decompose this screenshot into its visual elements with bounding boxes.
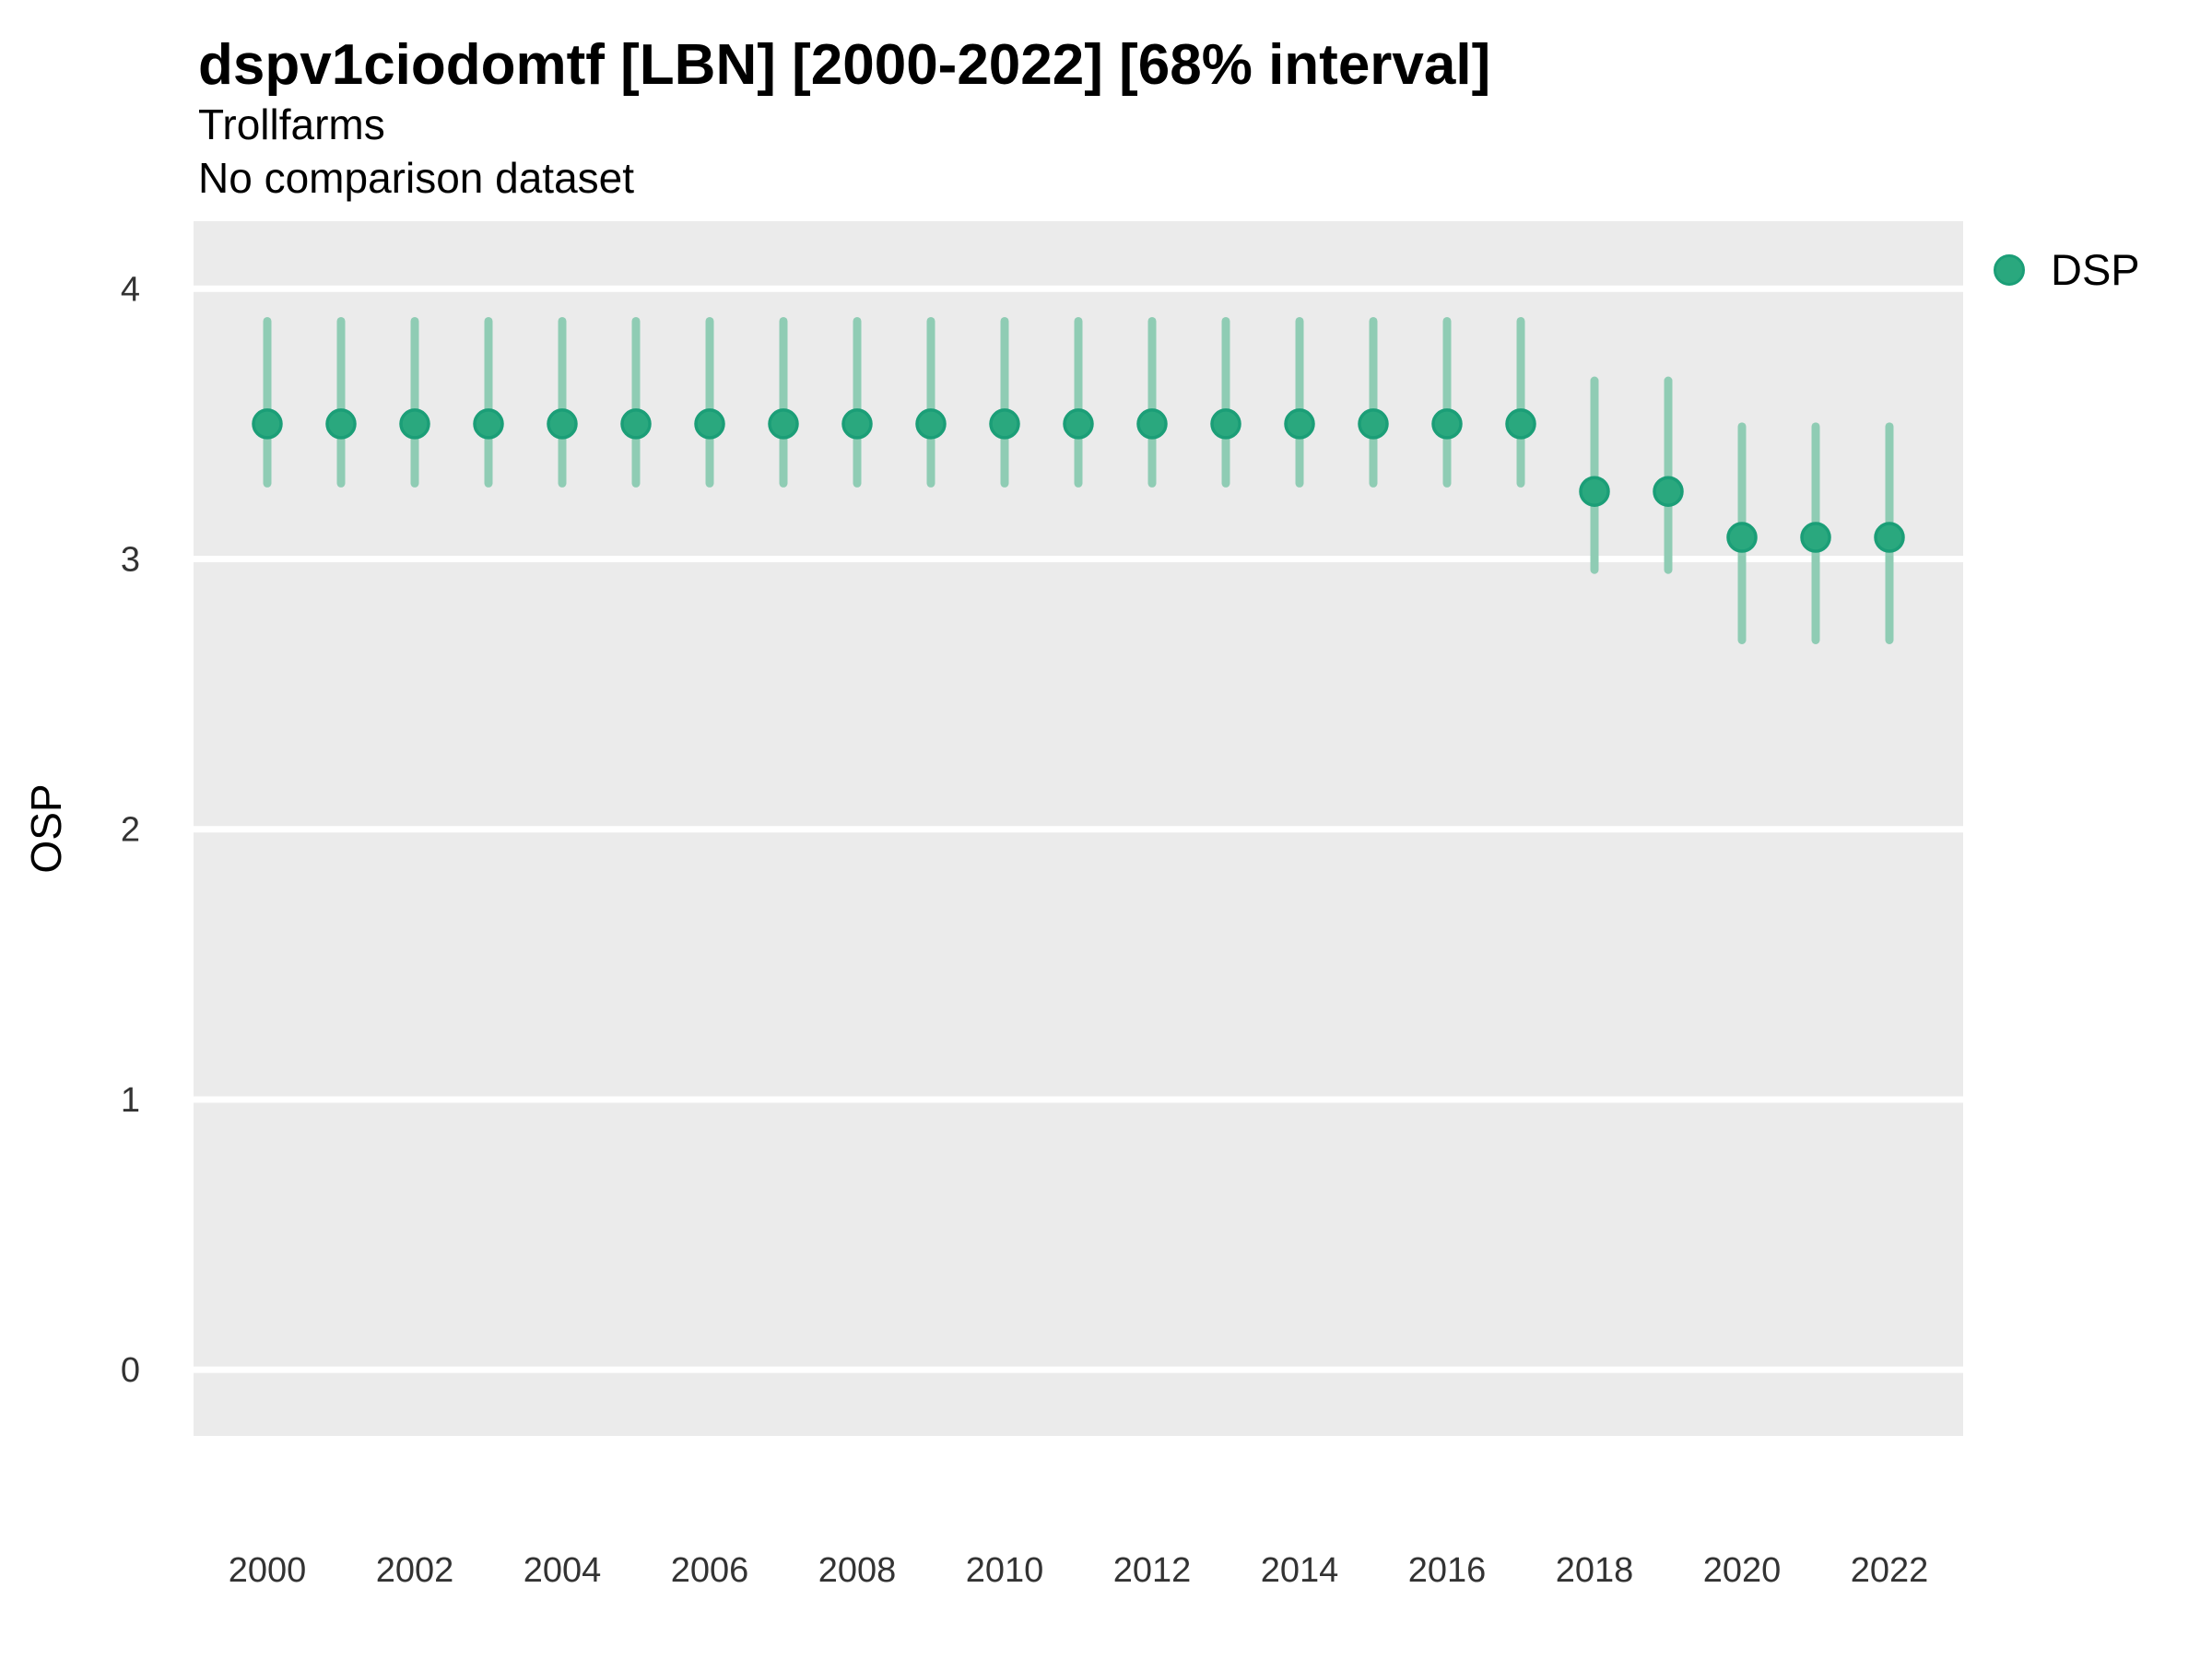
y-tick-label-3: 3 [121, 541, 140, 580]
point-dot-2015 [1358, 408, 1389, 440]
x-tick-label-2002: 2002 [376, 1551, 454, 1590]
pointrange-2019 [1653, 376, 1684, 574]
point-dot-2004 [547, 408, 578, 440]
pointrange-2021 [1800, 422, 1831, 644]
y-tick-label-2: 2 [121, 811, 140, 850]
pointrange-2012 [1136, 316, 1168, 488]
pointrange-2008 [841, 316, 873, 488]
chart-subtitle: Trollfarms [198, 100, 385, 148]
x-tick-label-2012: 2012 [1113, 1551, 1192, 1590]
point-dot-2017 [1505, 408, 1536, 440]
pointrange-2020 [1726, 422, 1758, 644]
pointrange-2007 [768, 316, 799, 488]
legend: DSP [1994, 245, 2140, 294]
pointrange-2002 [399, 316, 430, 488]
x-tick-label-2000: 2000 [229, 1551, 307, 1590]
pointrange-2009 [915, 316, 947, 488]
point-dot-2006 [694, 408, 725, 440]
y-tick-label-1: 1 [121, 1081, 140, 1120]
point-dot-2018 [1579, 476, 1610, 507]
legend-key-dot [1994, 254, 2025, 286]
point-dot-2013 [1210, 408, 1241, 440]
pointrange-2005 [620, 316, 652, 488]
pointrange-2014 [1284, 316, 1315, 488]
point-dot-2007 [768, 408, 799, 440]
point-dot-2016 [1431, 408, 1463, 440]
pointrange-2018 [1579, 376, 1610, 574]
legend-label: DSP [2051, 245, 2140, 294]
point-dot-2019 [1653, 476, 1684, 507]
x-tick-label-2020: 2020 [1703, 1551, 1782, 1590]
y-tick-label-0: 0 [121, 1351, 140, 1390]
pointrange-2022 [1874, 422, 1905, 644]
x-tick-label-2004: 2004 [524, 1551, 602, 1590]
pointrange-2006 [694, 316, 725, 488]
point-dot-2012 [1136, 408, 1168, 440]
pointrange-2010 [989, 316, 1020, 488]
x-tick-label-2016: 2016 [1408, 1551, 1487, 1590]
y-axis-title: OSP [22, 783, 70, 873]
y-tick-label-4: 4 [121, 270, 140, 309]
pointrange-2016 [1431, 316, 1463, 488]
point-dot-2008 [841, 408, 873, 440]
point-dot-2009 [915, 408, 947, 440]
x-tick-label-2010: 2010 [966, 1551, 1044, 1590]
point-dot-2022 [1874, 522, 1905, 553]
pointrange-2000 [252, 316, 283, 488]
x-tick-label-2008: 2008 [818, 1551, 897, 1590]
pointrange-2015 [1358, 316, 1389, 488]
pointrange-2017 [1505, 316, 1536, 488]
pointrange-2003 [473, 316, 504, 488]
point-dot-2002 [399, 408, 430, 440]
point-dot-2011 [1063, 408, 1094, 440]
pointrange-2011 [1063, 316, 1094, 488]
pointrange-2001 [325, 316, 357, 488]
point-dot-2010 [989, 408, 1020, 440]
point-dot-2000 [252, 408, 283, 440]
pointrange-2004 [547, 316, 578, 488]
point-dot-2014 [1284, 408, 1315, 440]
pointrange-2013 [1210, 316, 1241, 488]
chart-title: dspv1ciodomtf [LBN] [2000-2022] [68% int… [198, 33, 1491, 97]
point-dot-2003 [473, 408, 504, 440]
x-tick-label-2022: 2022 [1851, 1551, 1929, 1590]
comparison-note: No comparison dataset [198, 154, 635, 202]
x-tick-label-2014: 2014 [1261, 1551, 1339, 1590]
point-dot-2005 [620, 408, 652, 440]
x-tick-label-2006: 2006 [671, 1551, 749, 1590]
x-tick-label-2018: 2018 [1556, 1551, 1634, 1590]
point-dot-2021 [1800, 522, 1831, 553]
point-dot-2001 [325, 408, 357, 440]
point-dot-2020 [1726, 522, 1758, 553]
